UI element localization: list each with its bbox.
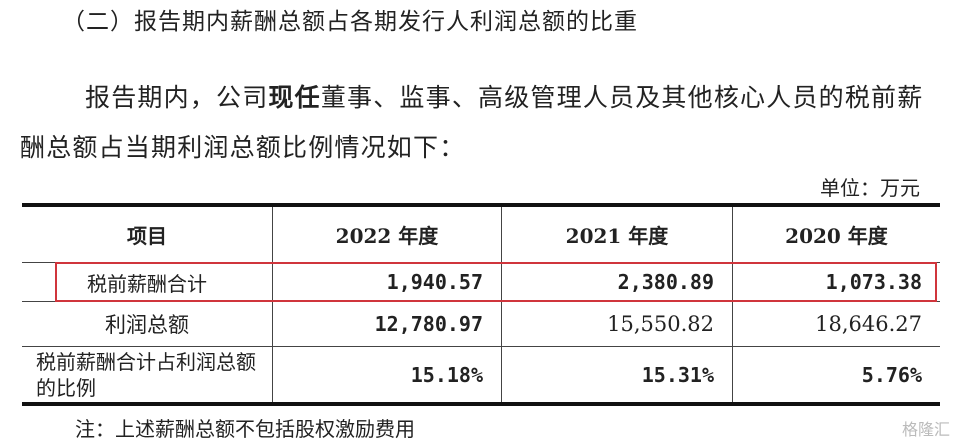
cell: 15.18%	[272, 346, 502, 405]
text: 董事、监事、高级管理人员及其他核心人员的税前薪	[320, 83, 924, 112]
cell: 2,380.89	[501, 262, 733, 302]
cell: 15.31%	[501, 346, 733, 405]
row: 税前薪酬合计 1,940.57 2,380.89 1,073.38	[22, 262, 940, 302]
cell: 5.76%	[732, 346, 940, 405]
text: 酬总额占当期利润总额比例情况如下：	[20, 133, 466, 162]
table: 项目 2022 年度 2021 年度 2020 年度 税前薪酬合计 1,940.…	[22, 203, 940, 406]
unit: 单位：万元	[820, 176, 920, 200]
heading: （二）报告期内薪酬总额占各期发行人利润总额的比重	[62, 9, 638, 35]
cell: 税前薪酬合计	[22, 262, 273, 302]
header-cell: 2021 年度	[501, 204, 733, 263]
text: 报告期内，公司	[85, 83, 269, 112]
note: 注：上述薪酬总额不包括股权激励费用	[75, 417, 415, 441]
paragraph-line: 报告期内，公司现任董事、监事、高级管理人员及其他核心人员的税前薪	[85, 78, 923, 114]
bold-text: 现任	[268, 83, 321, 112]
watermark: 格隆汇	[901, 420, 950, 439]
cell: 利润总额	[22, 301, 273, 347]
cell: 15,550.82	[501, 301, 733, 347]
cell: 12,780.97	[272, 301, 502, 347]
row: 税前薪酬合计占利润总额的比例 15.18% 15.31% 5.76%	[22, 346, 940, 405]
cell: 1,940.57	[272, 262, 502, 302]
paragraph-line: 酬总额占当期利润总额比例情况如下：	[20, 128, 465, 164]
cell: 18,646.27	[732, 301, 940, 347]
header-cell: 2020 年度	[732, 204, 940, 263]
cell: 1,073.38	[732, 262, 940, 302]
header-row: 项目 2022 年度 2021 年度 2020 年度	[22, 204, 940, 263]
row: 利润总额 12,780.97 15,550.82 18,646.27	[22, 301, 940, 347]
header-cell: 2022 年度	[272, 204, 502, 263]
cell: 税前薪酬合计占利润总额的比例	[22, 346, 273, 405]
header-cell: 项目	[22, 204, 273, 263]
